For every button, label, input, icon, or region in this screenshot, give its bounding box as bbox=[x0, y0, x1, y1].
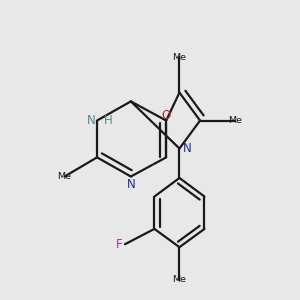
Text: F: F bbox=[116, 238, 122, 251]
Text: Me: Me bbox=[58, 172, 72, 181]
Text: Me: Me bbox=[228, 116, 242, 125]
Text: H: H bbox=[104, 114, 113, 127]
Text: N: N bbox=[182, 142, 191, 155]
Text: Me: Me bbox=[172, 53, 186, 62]
Text: N: N bbox=[127, 178, 135, 191]
Text: Me: Me bbox=[172, 275, 186, 284]
Text: N: N bbox=[87, 114, 95, 127]
Text: O: O bbox=[162, 109, 171, 122]
